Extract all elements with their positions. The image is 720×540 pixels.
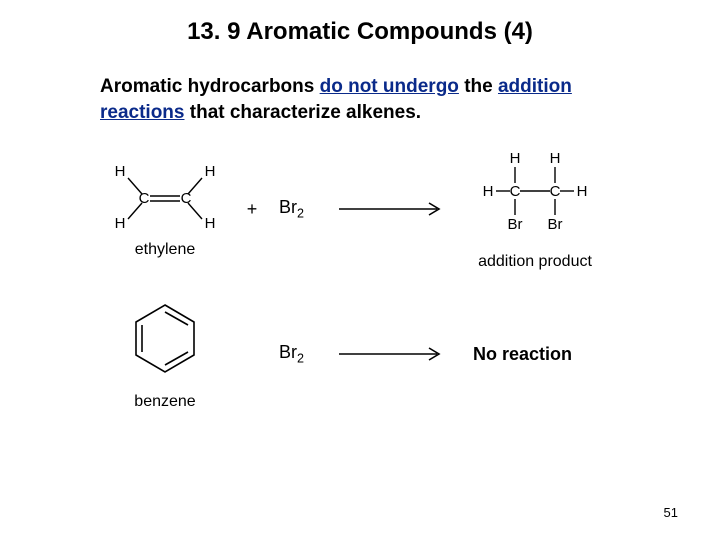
benzene-structure: benzene [105,297,225,411]
product-structure: C C H H H H Br Br addition product [465,147,605,271]
svg-text:H: H [205,215,216,232]
benzene-svg [120,297,210,382]
svg-text:C: C [181,190,192,207]
svg-text:H: H [550,150,561,167]
plus-sign-1: + [243,199,261,220]
body-mid: the [459,76,498,97]
svg-text:H: H [483,183,494,200]
reaction-row-1: C C H H H H ethylene + Br2 [105,147,680,271]
body-underline-1: do not undergo [320,76,459,97]
slide-title: 13. 9 Aromatic Compounds (4) [40,18,680,46]
svg-text:H: H [115,215,126,232]
reaction-row-2: benzene + Br2 No reaction [105,297,680,411]
svg-text:Br: Br [548,216,563,233]
product-svg: C C H H H H Br Br [470,147,600,242]
ethylene-label: ethylene [105,241,225,259]
arrow-icon [337,344,447,364]
svg-text:H: H [510,150,521,167]
page-number: 51 [664,505,678,520]
ethylene-svg: C C H H H H [110,160,220,235]
arrow-icon [337,199,447,219]
svg-text:C: C [139,190,150,207]
no-reaction-label: No reaction [473,344,572,365]
body-pre: Aromatic hydrocarbons [100,76,320,97]
reagent-1: Br2 [279,197,319,221]
product-label: addition product [465,253,605,271]
ethylene-structure: C C H H H H ethylene [105,160,225,259]
svg-text:H: H [115,163,126,180]
svg-text:H: H [205,163,216,180]
body-text: Aromatic hydrocarbons do not undergo the… [100,74,640,125]
benzene-label: benzene [105,393,225,411]
svg-text:C: C [510,183,521,200]
svg-text:H: H [577,183,588,200]
body-post: that characterize alkenes. [184,102,421,123]
svg-text:C: C [550,183,561,200]
reagent-2: Br2 [279,342,319,366]
svg-text:Br: Br [508,216,523,233]
reaction-diagram: C C H H H H ethylene + Br2 [105,147,680,411]
